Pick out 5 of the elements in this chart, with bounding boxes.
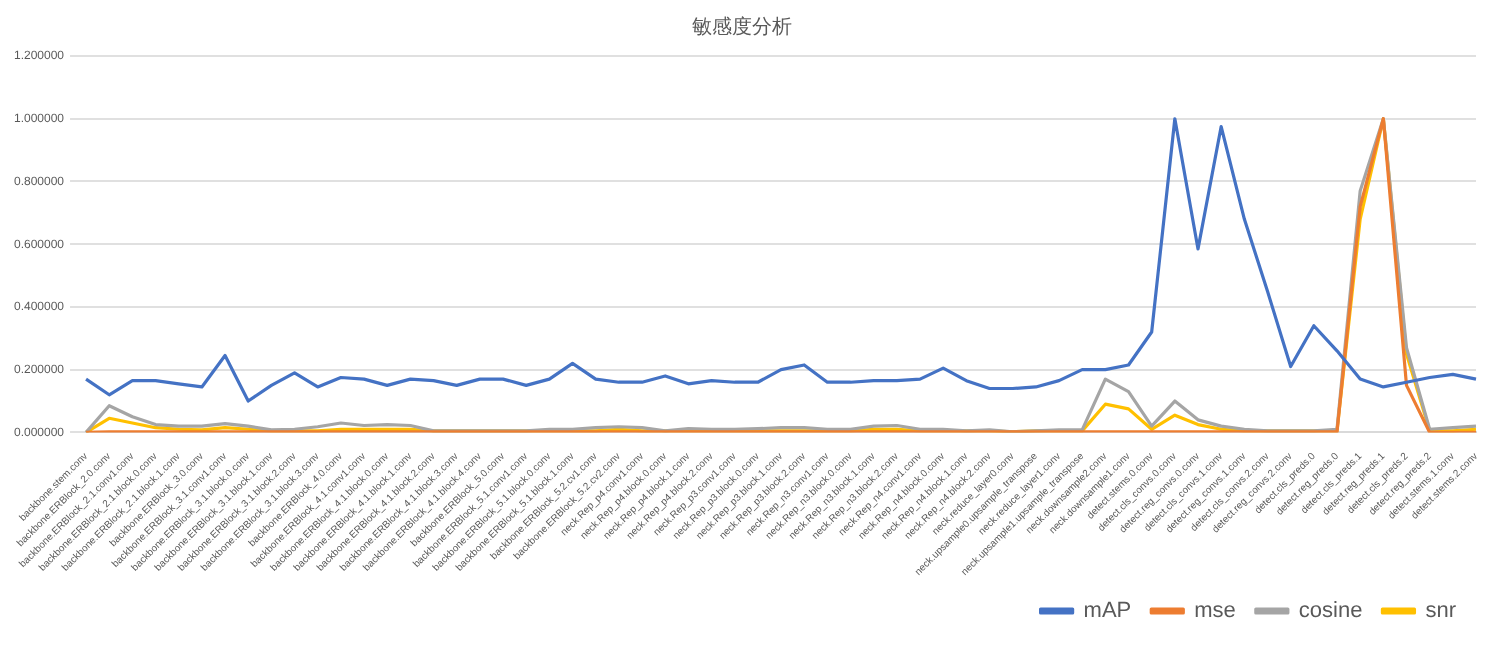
legend-label: cosine bbox=[1298, 599, 1363, 624]
legend-label: snr bbox=[1425, 599, 1457, 624]
chart-title: 敏感度分析 bbox=[692, 15, 792, 40]
legend-label: mAP bbox=[1083, 599, 1132, 624]
legend-label: mse bbox=[1194, 599, 1236, 624]
